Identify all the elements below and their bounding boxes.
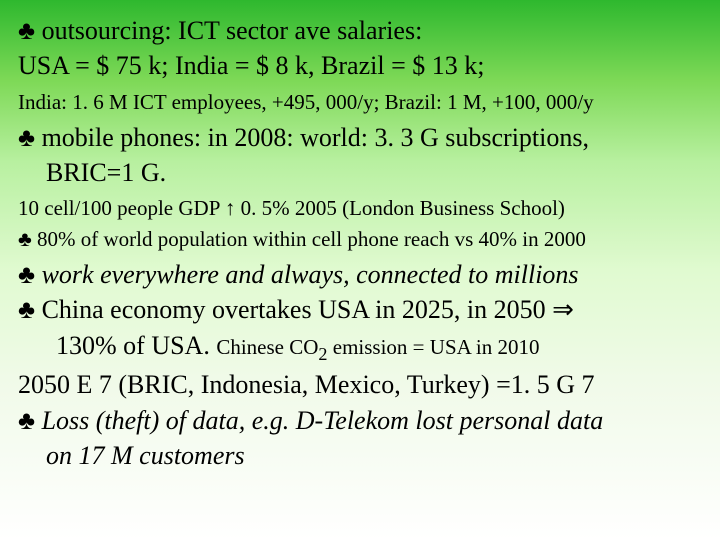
bullet-outsourcing: ♣ outsourcing: ICT sector ave salaries: xyxy=(18,14,702,47)
gdp-line: 10 cell/100 people GDP ↑ 0. 5% 2005 (Lon… xyxy=(18,194,702,222)
co2-suffix: emission = USA in 2010 xyxy=(328,335,540,359)
bric-line: BRIC=1 G. xyxy=(18,156,702,189)
pct-usa: 130% of USA. xyxy=(56,331,216,360)
bullet-population: ♣ 80% of world population within cell ph… xyxy=(18,225,702,253)
china-text: ♣ China economy overtakes USA in 2025, i… xyxy=(18,295,552,324)
salaries-line: USA = $ 75 k; India = $ 8 k, Brazil = $ … xyxy=(18,49,702,82)
bullet-mobile: ♣ mobile phones: in 2008: world: 3. 3 G … xyxy=(18,121,702,154)
india-employees: India: 1. 6 M ICT employees, +495, 000/y… xyxy=(18,88,702,116)
co2-subscript: 2 xyxy=(318,344,327,364)
bullet-dataloss: ♣ Loss (theft) of data, e.g. D-Telekom l… xyxy=(18,404,702,437)
e7-line: 2050 E 7 (BRIC, Indonesia, Mexico, Turke… xyxy=(18,368,702,401)
china-detail: 130% of USA. Chinese CO2 emission = USA … xyxy=(18,329,702,367)
arrow-icon: ⇒ xyxy=(552,295,574,324)
dataloss-detail: on 17 M customers xyxy=(18,439,702,472)
co2-prefix: Chinese CO xyxy=(216,335,318,359)
bullet-work-everywhere: ♣ work everywhere and always, connected … xyxy=(18,258,702,291)
bullet-china: ♣ China economy overtakes USA in 2025, i… xyxy=(18,293,702,326)
